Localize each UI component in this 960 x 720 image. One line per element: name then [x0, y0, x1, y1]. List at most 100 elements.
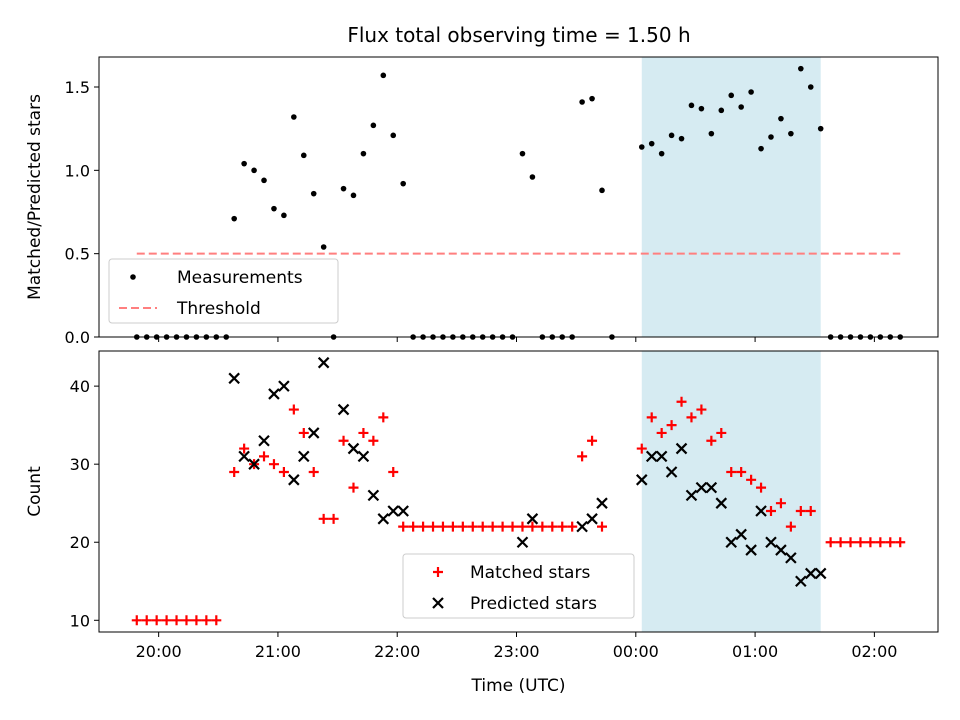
- measurement-point: [410, 334, 416, 340]
- observing-window-highlight: [641, 351, 821, 632]
- predicted-star-point: [248, 458, 260, 470]
- matched-star-point: [151, 615, 162, 626]
- matched-star-point: [408, 521, 419, 532]
- matched-star-point: [497, 521, 508, 532]
- measurement-point: [599, 187, 605, 194]
- predicted-star-point: [655, 450, 668, 463]
- matched-star-point: [835, 537, 846, 548]
- matched-star-point: [418, 521, 429, 532]
- predicted-star-point: [735, 528, 747, 541]
- measurement-point: [400, 180, 406, 187]
- matched-star-point: [141, 615, 152, 626]
- matched-star-point: [131, 615, 142, 626]
- measurement-point: [648, 140, 655, 147]
- x-tick-label: 02:00: [851, 642, 897, 661]
- measurement-point: [708, 130, 715, 137]
- measurement-point: [420, 334, 426, 340]
- measurement-point: [499, 334, 506, 340]
- measurement-point: [569, 334, 575, 340]
- matched-star-point: [181, 615, 192, 626]
- measurement-point: [579, 99, 585, 105]
- predicted-star-point: [596, 497, 608, 509]
- predicted-star-point: [387, 505, 400, 517]
- measurement-point: [768, 134, 774, 140]
- legend-marker-measurements: [130, 274, 136, 280]
- measurement-point: [897, 334, 904, 340]
- measurement-point: [469, 334, 476, 340]
- measurement-point: [440, 334, 446, 340]
- legend: Measurements Threshold: [108, 258, 339, 324]
- matched-star-point: [567, 521, 578, 532]
- matched-star-point: [785, 521, 796, 532]
- x-tick-label: 00:00: [613, 642, 659, 661]
- matched-star-point: [487, 521, 498, 532]
- predicted-star-point: [586, 513, 598, 525]
- matched-star-point: [211, 615, 222, 626]
- measurement-point: [798, 65, 804, 72]
- matched-star-point: [865, 537, 876, 548]
- measurement-point: [688, 102, 695, 109]
- x-tick-label: 20:00: [136, 642, 182, 661]
- y-tick-label: 1.0: [65, 161, 90, 180]
- matched-star-point: [577, 451, 588, 462]
- matched-star-point: [161, 615, 172, 626]
- measurement-point: [460, 334, 466, 340]
- predicted-star-point: [645, 450, 658, 463]
- predicted-star-point: [685, 489, 698, 502]
- measurement-point: [261, 177, 267, 184]
- matched-star-point: [597, 521, 608, 532]
- axes-frame: [98, 56, 939, 338]
- measurement-point: [778, 115, 784, 122]
- matched-star-point: [171, 615, 182, 626]
- measurement-point: [668, 132, 675, 139]
- matched-star-point: [201, 615, 212, 626]
- measurement-point: [430, 334, 436, 340]
- predicted-star-point: [278, 380, 290, 392]
- predicted-star-point: [715, 497, 728, 509]
- measurement-point: [193, 334, 200, 340]
- predicted-star-point: [765, 536, 777, 549]
- measurement-point: [360, 150, 367, 157]
- predicted-star-point: [238, 450, 250, 463]
- predicted-star-point: [307, 427, 320, 439]
- matched-star-point: [686, 412, 697, 423]
- matched-star-point: [428, 521, 439, 532]
- measurement-point: [300, 152, 307, 159]
- predicted-star-point: [377, 513, 390, 525]
- predicted-star-point: [755, 505, 767, 517]
- predicted-star-point: [576, 520, 588, 533]
- matched-star-point: [855, 537, 866, 548]
- matched-star-point: [895, 537, 906, 548]
- y-tick-label: 0.5: [65, 245, 90, 264]
- measurement-point: [678, 135, 685, 142]
- matched-star-point: [557, 521, 568, 532]
- measurement-point: [887, 334, 894, 340]
- measurement-point: [867, 334, 874, 340]
- legend-label: Threshold: [176, 299, 261, 319]
- chart-title: Flux total observing time = 1.50 h: [347, 23, 690, 47]
- x-tick-label: 21:00: [255, 642, 301, 661]
- y-axis-label: Matched/Predicted stars: [25, 94, 45, 300]
- measurement-point: [291, 114, 297, 120]
- matched-star-point: [447, 521, 458, 532]
- y-tick-label: 30: [70, 455, 90, 474]
- matched-star-point: [239, 443, 250, 454]
- y-axis-label: Count: [25, 466, 45, 517]
- matched-star-point: [875, 537, 886, 548]
- measurement-point: [213, 334, 220, 340]
- matched-star-point: [358, 427, 369, 438]
- y-tick-label: 20: [70, 533, 90, 552]
- measurement-point: [638, 144, 645, 150]
- measurement-point: [718, 107, 725, 114]
- measurement-point: [847, 334, 854, 340]
- predicted-star-point: [775, 544, 787, 556]
- legend-marker-predicted: [432, 597, 444, 609]
- measurement-point: [658, 150, 665, 157]
- measurement-point: [489, 334, 496, 340]
- predicted-star-point: [516, 536, 529, 549]
- matched-star-point: [467, 521, 478, 532]
- measurement-point: [748, 89, 754, 95]
- matched-star-point: [636, 443, 647, 454]
- measurement-point: [163, 334, 170, 340]
